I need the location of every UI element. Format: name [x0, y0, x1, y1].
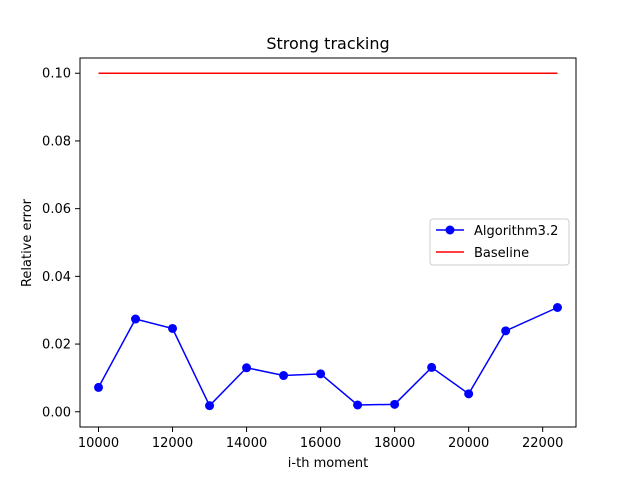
- data-point: [242, 363, 252, 373]
- x-tick-label: 14000: [226, 436, 267, 451]
- data-point: [427, 362, 437, 372]
- data-point: [552, 302, 562, 312]
- data-point: [94, 382, 104, 392]
- data-point: [168, 323, 178, 333]
- x-tick-label: 10000: [78, 436, 119, 451]
- y-tick-label: 0.04: [42, 270, 71, 285]
- x-tick-label: 20000: [448, 436, 489, 451]
- y-tick-label: 0.06: [42, 202, 71, 217]
- plot-area: [94, 72, 562, 411]
- legend-label-algorithm: Algorithm3.2: [474, 224, 558, 239]
- x-tick-label: 18000: [374, 436, 415, 451]
- y-tick-label: 0.10: [42, 67, 71, 82]
- legend: Algorithm3.2 Baseline: [429, 218, 570, 266]
- x-axis: 10000 12000 14000 16000 18000 20000 22000: [78, 427, 563, 451]
- data-point: [390, 399, 400, 409]
- data-point: [316, 369, 326, 379]
- data-point: [353, 400, 363, 410]
- data-point: [501, 326, 511, 336]
- chart-title: Strong tracking: [266, 34, 389, 53]
- legend-label-baseline: Baseline: [474, 246, 529, 261]
- x-axis-label: i-th moment: [288, 456, 368, 471]
- x-tick-label: 16000: [300, 436, 341, 451]
- y-axis: 0.00 0.02 0.04 0.06 0.08 0.10: [42, 67, 80, 420]
- y-tick-label: 0.02: [42, 338, 71, 353]
- data-point: [205, 401, 215, 411]
- legend-marker-algorithm: [445, 225, 455, 235]
- y-axis-label: Relative error: [20, 198, 35, 287]
- y-tick-label: 0.00: [42, 405, 71, 420]
- x-tick-label: 12000: [152, 436, 193, 451]
- legend-box: [429, 218, 570, 266]
- data-point: [131, 314, 141, 324]
- axes-frame: [79, 57, 577, 428]
- y-tick-label: 0.08: [42, 134, 71, 149]
- x-tick-label: 22000: [522, 436, 563, 451]
- data-point: [279, 371, 289, 381]
- data-point: [464, 389, 474, 399]
